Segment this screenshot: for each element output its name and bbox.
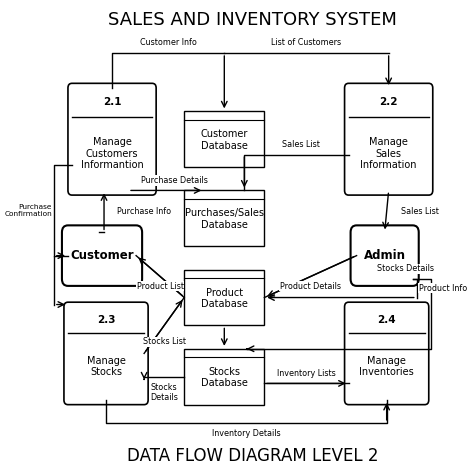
Bar (184, 111, 264, 167)
Text: Manage
Customers
Informantion: Manage Customers Informantion (81, 137, 144, 170)
Text: Customer
Database: Customer Database (201, 129, 248, 151)
Text: Customer: Customer (70, 249, 134, 262)
Text: 2.4: 2.4 (377, 315, 396, 325)
Text: Purchase Info: Purchase Info (117, 207, 171, 216)
FancyBboxPatch shape (345, 302, 429, 405)
Text: Sales List: Sales List (401, 207, 438, 216)
Text: Purchases/Sales
Database: Purchases/Sales Database (185, 209, 264, 230)
Text: Product
Database: Product Database (201, 288, 248, 309)
Text: Stocks List: Stocks List (143, 337, 186, 346)
Text: 2.1: 2.1 (103, 97, 121, 107)
FancyBboxPatch shape (345, 83, 433, 195)
Text: Product Details: Product Details (280, 282, 341, 291)
Text: Purchase Details: Purchase Details (141, 176, 208, 185)
Text: Manage
Sales
Information: Manage Sales Information (360, 137, 417, 170)
Text: Purchase
Confirmation: Purchase Confirmation (4, 204, 52, 217)
Bar (184, 191, 264, 246)
Text: DATA FLOW DIAGRAM LEVEL 2: DATA FLOW DIAGRAM LEVEL 2 (127, 447, 378, 465)
Text: Admin: Admin (364, 249, 406, 262)
Text: Manage
Stocks: Manage Stocks (87, 356, 126, 377)
Text: Stocks Details: Stocks Details (377, 264, 434, 273)
Text: Product List: Product List (137, 282, 183, 291)
Text: Stocks
Details: Stocks Details (150, 383, 178, 402)
Text: 2.2: 2.2 (379, 97, 398, 107)
Bar (184, 349, 264, 405)
Bar (184, 270, 264, 326)
Text: Sales List: Sales List (282, 140, 319, 149)
Text: List of Customers: List of Customers (272, 38, 342, 47)
Text: SALES AND INVENTORY SYSTEM: SALES AND INVENTORY SYSTEM (108, 11, 397, 29)
Text: 2.3: 2.3 (97, 315, 115, 325)
Text: Manage
Inventories: Manage Inventories (359, 356, 414, 377)
FancyBboxPatch shape (351, 225, 419, 286)
Text: Product Info: Product Info (419, 284, 467, 293)
Text: Inventory Lists: Inventory Lists (277, 369, 336, 378)
FancyBboxPatch shape (64, 302, 148, 405)
FancyBboxPatch shape (68, 83, 156, 195)
Text: Stocks
Database: Stocks Database (201, 367, 248, 388)
Text: Customer Info: Customer Info (140, 38, 197, 47)
FancyBboxPatch shape (62, 225, 142, 286)
Text: Inventory Details: Inventory Details (212, 429, 281, 438)
